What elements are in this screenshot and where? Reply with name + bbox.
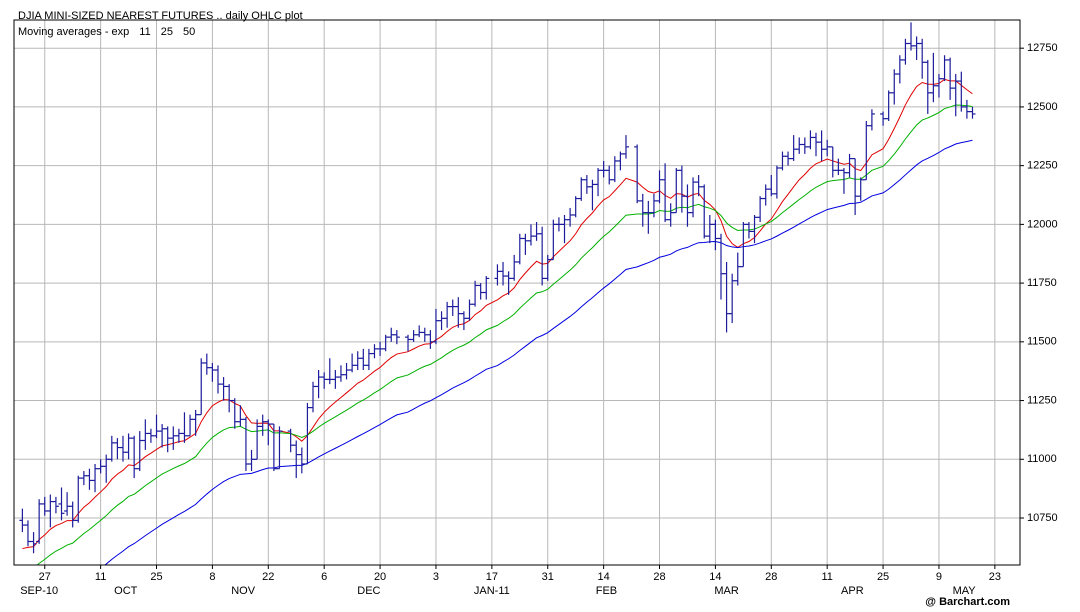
x-tick-label: 8 bbox=[209, 571, 215, 583]
x-tick-label: 17 bbox=[486, 571, 498, 583]
moving-average-line bbox=[22, 78, 973, 550]
y-tick-label: 11750 bbox=[1027, 277, 1057, 289]
x-tick-label: 11 bbox=[95, 571, 106, 583]
month-label: SEP-10 bbox=[20, 585, 58, 597]
y-tick-label: 12500 bbox=[1027, 101, 1058, 113]
month-label: NOV bbox=[231, 585, 256, 597]
plot-frame bbox=[13, 19, 1021, 566]
ma-period: 25 bbox=[161, 26, 173, 38]
source-credit: @ Barchart.com bbox=[925, 596, 1010, 608]
x-tick-label: 6 bbox=[321, 571, 327, 583]
y-tick-label: 10750 bbox=[1027, 512, 1058, 524]
month-label: MAR bbox=[714, 585, 739, 597]
axes: 10750 11000 11250 11500 11750 12000 12250 12500… bbox=[20, 42, 1057, 597]
grid bbox=[14, 20, 1020, 565]
chart-subtitle: Moving averages - exp 11 25 50 bbox=[18, 26, 195, 38]
subtitle-label: Moving averages - exp bbox=[18, 26, 129, 38]
plot-area bbox=[14, 20, 1020, 565]
month-label: FEB bbox=[596, 585, 617, 597]
ohlc-bars bbox=[19, 22, 976, 554]
x-tick-label: 28 bbox=[765, 571, 777, 583]
ma-period: 50 bbox=[183, 26, 195, 38]
x-tick-label: 25 bbox=[877, 571, 889, 583]
x-tick-label: 25 bbox=[150, 571, 162, 583]
moving-average-line bbox=[104, 139, 973, 565]
ma-period: 11 bbox=[139, 26, 150, 38]
x-tick-label: 3 bbox=[433, 571, 439, 583]
moving-averages bbox=[22, 78, 973, 565]
x-tick-label: 28 bbox=[653, 571, 665, 583]
y-tick-label: 11500 bbox=[1027, 336, 1057, 348]
y-tick-label: 11250 bbox=[1027, 394, 1057, 406]
month-label: APR bbox=[841, 585, 864, 597]
y-tick-label: 12250 bbox=[1027, 160, 1058, 172]
x-tick-label: 31 bbox=[542, 571, 554, 583]
month-label: MAY bbox=[953, 585, 977, 597]
y-tick-label: 12000 bbox=[1027, 218, 1058, 230]
y-tick-label: 12750 bbox=[1027, 42, 1058, 54]
month-label: DEC bbox=[357, 585, 380, 597]
x-tick-label: 23 bbox=[989, 571, 1001, 583]
y-tick-label: 11000 bbox=[1027, 453, 1057, 465]
moving-average-line bbox=[36, 104, 973, 565]
x-tick-label: 11 bbox=[821, 571, 832, 583]
x-tick-label: 9 bbox=[936, 571, 942, 583]
x-tick-label: 20 bbox=[374, 571, 386, 583]
month-label: JAN-11 bbox=[474, 585, 510, 597]
x-tick-label: 27 bbox=[39, 571, 51, 583]
x-tick-label: 14 bbox=[598, 571, 610, 583]
x-tick-label: 14 bbox=[709, 571, 721, 583]
x-tick-label: 22 bbox=[262, 571, 274, 583]
chart-title: DJIA MINI-SIZED NEAREST FUTURES .. daily… bbox=[18, 10, 303, 22]
month-label: OCT bbox=[114, 585, 138, 597]
